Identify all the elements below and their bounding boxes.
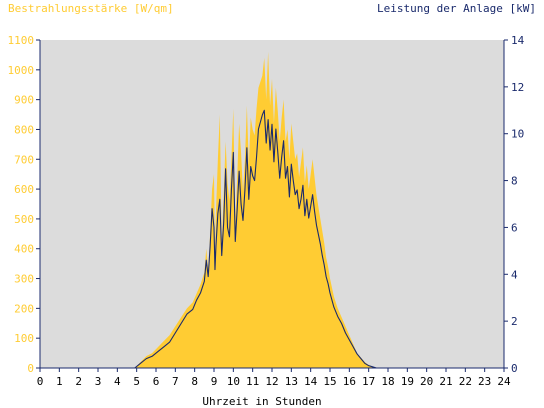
right-tick-label: 4 [511,268,518,281]
left-tick-label: 200 [14,302,34,315]
x-tick-label: 17 [362,375,375,388]
right-tick-label: 8 [511,175,518,188]
right-axis-ticks: 0 2 4 6 8 10 12 14 [504,34,525,375]
right-tick-label: 14 [511,34,525,47]
x-tick-label: 6 [153,375,160,388]
x-tick-label: 19 [401,375,414,388]
x-tick-label: 7 [172,375,179,388]
power-line [40,109,504,369]
x-tick-label: 18 [381,375,394,388]
x-tick-label: 9 [211,375,218,388]
irradiance-area [134,51,435,369]
x-tick-label: 14 [304,375,318,388]
x-tick-label: 22 [459,375,472,388]
x-tick-label: 0 [37,375,44,388]
left-tick-label: 800 [14,123,34,136]
left-tick-label: 900 [14,94,34,107]
x-axis-ticks: 0 1 2 3 4 5 6 7 8 9 10 11 12 13 14 15 16 17 18 19 20 21 22 23 24 [37,368,511,388]
x-tick-label: 15 [323,375,336,388]
left-tick-label: 1000 [8,64,35,77]
left-axis-ticks: 0 100 200 300 400 500 600 700 800 900 1000 1100 [8,34,40,375]
x-tick-label: 21 [439,375,452,388]
x-tick-label: 12 [265,375,278,388]
x-tick-label: 13 [285,375,298,388]
right-tick-label: 6 [511,221,518,234]
x-tick-label: 24 [497,375,511,388]
left-tick-label: 400 [14,243,34,256]
left-tick-label: 100 [14,332,34,345]
x-tick-label: 8 [191,375,198,388]
x-axis-label: Uhrzeit in Stunden [202,395,321,408]
left-tick-label: 500 [14,213,34,226]
x-tick-label: 20 [420,375,433,388]
power-line-layer [40,109,504,369]
x-tick-label: 23 [478,375,491,388]
left-tick-label: 700 [14,153,34,166]
x-tick-label: 2 [75,375,82,388]
right-tick-label: 2 [511,315,518,328]
left-tick-label: 300 [14,273,34,286]
left-tick-label: 0 [27,362,34,375]
left-axis-title: Bestrahlungsstärke [W/qm] [8,2,174,15]
x-tick-label: 11 [246,375,259,388]
x-tick-label: 1 [56,375,63,388]
x-tick-label: 4 [114,375,121,388]
right-tick-label: 12 [511,81,524,94]
right-tick-label: 0 [511,362,518,375]
right-axis-title: Leistung der Anlage [kW] [377,2,536,15]
right-tick-label: 10 [511,128,524,141]
x-tick-label: 5 [133,375,140,388]
x-tick-label: 10 [227,375,240,388]
left-tick-label: 600 [14,183,34,196]
x-tick-label: 3 [95,375,102,388]
x-tick-label: 16 [343,375,356,388]
left-tick-label: 1100 [8,34,35,47]
irradiance-area-layer [134,51,435,369]
